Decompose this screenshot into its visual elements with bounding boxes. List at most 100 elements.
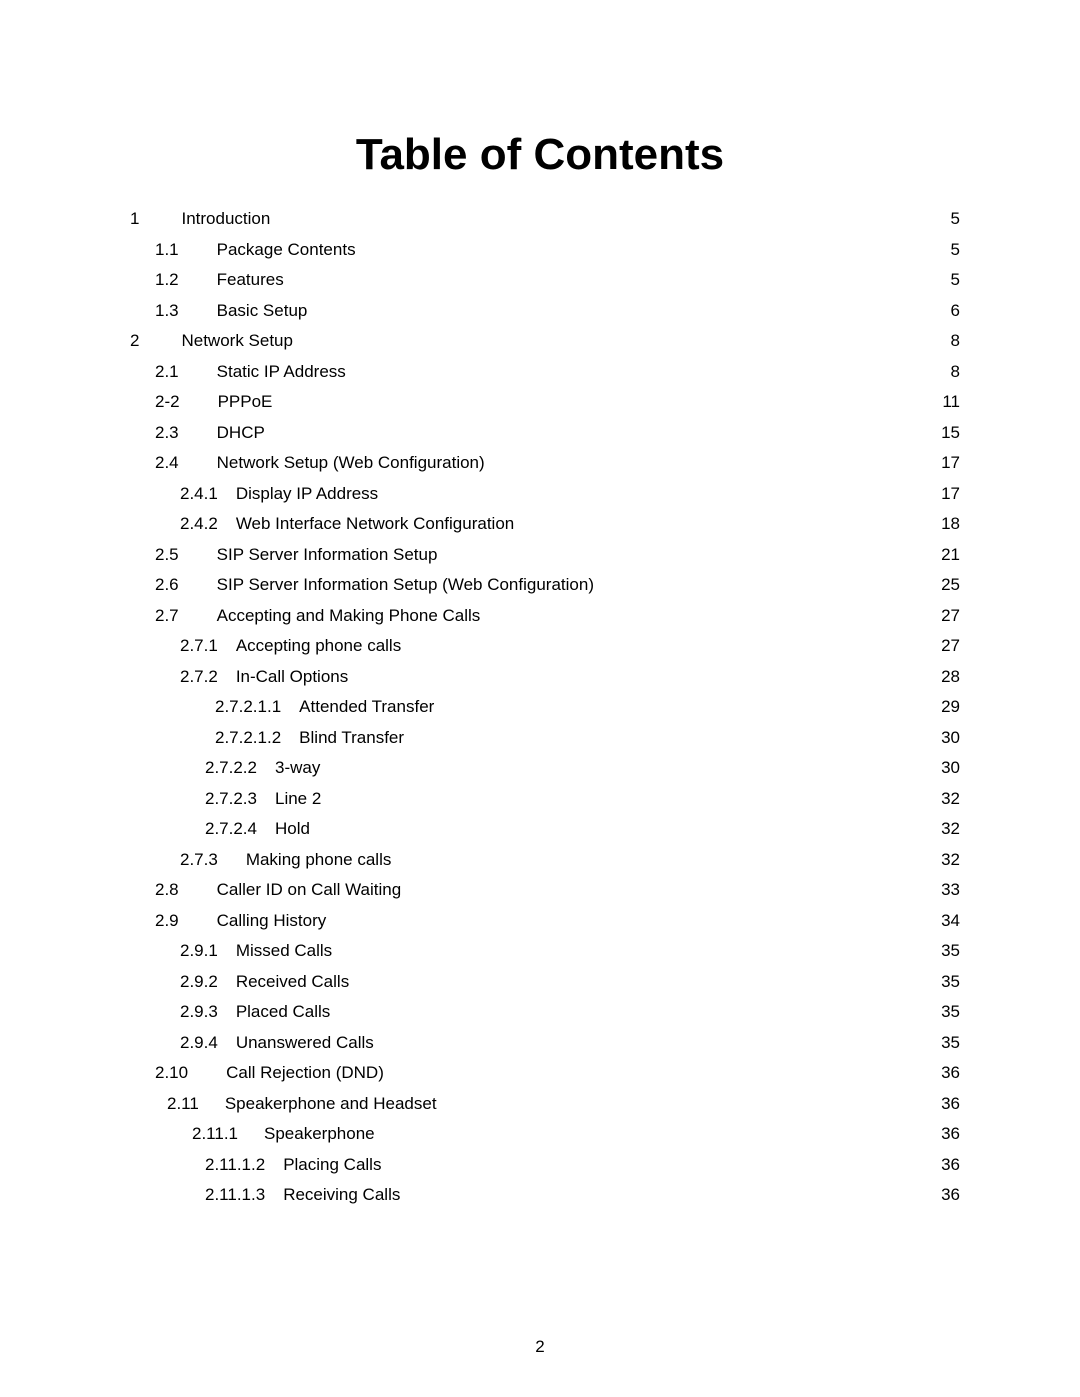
toc-entry-label: PPPoE <box>218 393 273 410</box>
toc-entry-label: Placing Calls <box>283 1156 381 1173</box>
toc-entry-label: Attended Transfer <box>299 698 434 715</box>
toc-entry: 2.11.1.2Placing Calls 36 <box>120 1156 960 1173</box>
toc-entry-number: 2.11.1.2 <box>205 1156 283 1173</box>
toc-entry-page: 5 <box>936 210 960 227</box>
toc-entry-page: 35 <box>936 1003 960 1020</box>
toc-entry-number: 2.9 <box>155 912 217 929</box>
toc-entry-number: 2.5 <box>155 546 217 563</box>
toc-entry: 2.9.1Missed Calls35 <box>120 942 960 959</box>
toc-entry-number: 2.9.3 <box>180 1003 236 1020</box>
toc-entry-number: 2.1 <box>155 363 217 380</box>
toc-entry-page: 29 <box>936 698 960 715</box>
toc-entry-label: Unanswered Calls <box>236 1034 374 1051</box>
toc-entry: 1.3Basic Setup 6 <box>120 302 960 319</box>
toc-entry: 2.3DHCP15 <box>120 424 960 441</box>
toc-entry-number: 1.3 <box>155 302 217 319</box>
toc-entry: 2.7.2.3Line 2 32 <box>120 790 960 807</box>
toc-entry-number: 2.6 <box>155 576 217 593</box>
toc-entry-number: 2.7.1 <box>180 637 236 654</box>
toc-entry-number: 2.11.1 <box>192 1125 264 1142</box>
toc-entry: 2.5SIP Server Information Setup 21 <box>120 546 960 563</box>
toc-entry-label: Making phone calls <box>246 851 392 868</box>
toc-entry-page: 25 <box>936 576 960 593</box>
toc-entry-page: 32 <box>936 790 960 807</box>
toc-entry-page: 8 <box>936 332 960 349</box>
toc-entry-page: 21 <box>936 546 960 563</box>
toc-entry-page: 36 <box>936 1186 960 1203</box>
toc-entry-page: 30 <box>936 729 960 746</box>
toc-entry-label: Package Contents <box>217 241 356 258</box>
toc-entry: 2.6SIP Server Information Setup (Web Con… <box>120 576 960 593</box>
toc-entry-page: 35 <box>936 1034 960 1051</box>
toc-entry-label: Placed Calls <box>236 1003 331 1020</box>
toc-entry-page: 36 <box>936 1064 960 1081</box>
toc-entry-label: Basic Setup <box>217 302 308 319</box>
toc-entry-number: 2.4.1 <box>180 485 236 502</box>
toc-entry: 2.7.2.4Hold32 <box>120 820 960 837</box>
toc-entry-label: Hold <box>275 820 310 837</box>
toc-entry-number: 2.7.2.3 <box>205 790 275 807</box>
page-number: 2 <box>0 1337 1080 1357</box>
toc-entry-page: 28 <box>936 668 960 685</box>
toc-entry-page: 36 <box>936 1125 960 1142</box>
toc-entry: 2.9.2Received Calls35 <box>120 973 960 990</box>
toc-entry: 2.9.3Placed Calls 35 <box>120 1003 960 1020</box>
toc-entry-label: SIP Server Information Setup (Web Config… <box>217 576 594 593</box>
toc-entry: 2.1Static IP Address8 <box>120 363 960 380</box>
toc-entry-number: 1 <box>130 210 181 227</box>
document-page: Table of Contents 1Introduction51.1Packa… <box>0 0 1080 1397</box>
toc-entry-number: 2.7.2 <box>180 668 236 685</box>
toc-entry: 2Network Setup8 <box>120 332 960 349</box>
toc-entry-label: 3-way <box>275 759 320 776</box>
toc-entry-label: Line 2 <box>275 790 321 807</box>
toc-entry: 2.7.2.1.2Blind Transfer 30 <box>120 729 960 746</box>
toc-entry-label: Caller ID on Call Waiting <box>217 881 402 898</box>
toc-entry-number: 2.9.4 <box>180 1034 236 1051</box>
toc-entry-number: 1.1 <box>155 241 217 258</box>
toc-entry-label: Speakerphone <box>264 1125 375 1142</box>
toc-entry-number: 2-2 <box>155 393 218 410</box>
toc-entry-label: Features <box>217 271 284 288</box>
toc-entry-page: 30 <box>936 759 960 776</box>
toc-entry-label: Speakerphone and Headset <box>225 1095 437 1112</box>
toc-entry-number: 2.4.2 <box>180 515 236 532</box>
toc-entry-page: 5 <box>936 241 960 258</box>
toc-entry-page: 36 <box>936 1095 960 1112</box>
toc-entry-label: Accepting and Making Phone Calls <box>217 607 481 624</box>
toc-entry-page: 36 <box>936 1156 960 1173</box>
toc-entry: 1.2Features5 <box>120 271 960 288</box>
toc-entry: 2.7.2.1.1Attended Transfer29 <box>120 698 960 715</box>
toc-entry-page: 35 <box>936 942 960 959</box>
toc-entry-number: 2.9.1 <box>180 942 236 959</box>
toc-entry: 2.7.3Making phone calls32 <box>120 851 960 868</box>
toc-entry-label: Blind Transfer <box>299 729 404 746</box>
toc-entry-label: Network Setup <box>181 332 293 349</box>
toc-entry: 2.4.1Display IP Address17 <box>120 485 960 502</box>
toc-entry-page: 33 <box>936 881 960 898</box>
table-of-contents: 1Introduction51.1Package Contents51.2Fea… <box>120 210 960 1203</box>
toc-entry: 2-2PPPoE11 <box>120 393 960 410</box>
toc-entry-label: Receiving Calls <box>283 1186 400 1203</box>
toc-entry-number: 2.7.2.4 <box>205 820 275 837</box>
toc-entry: 2.8Caller ID on Call Waiting33 <box>120 881 960 898</box>
toc-entry: 2.7.2In-Call Options 28 <box>120 668 960 685</box>
toc-entry-label: DHCP <box>217 424 265 441</box>
toc-entry-label: Accepting phone calls <box>236 637 401 654</box>
toc-entry: 2.7.2.23-way 30 <box>120 759 960 776</box>
toc-entry: 2.9Calling History34 <box>120 912 960 929</box>
toc-entry-label: SIP Server Information Setup <box>217 546 438 563</box>
toc-entry-page: 5 <box>936 271 960 288</box>
toc-entry-number: 2.7.2.2 <box>205 759 275 776</box>
toc-entry-label: Call Rejection (DND) <box>226 1064 384 1081</box>
toc-entry-page: 6 <box>936 302 960 319</box>
toc-entry-page: 34 <box>936 912 960 929</box>
toc-entry-page: 8 <box>936 363 960 380</box>
toc-entry-label: Introduction <box>181 210 270 227</box>
toc-entry-number: 2.11.1.3 <box>205 1186 283 1203</box>
toc-entry-number: 2.4 <box>155 454 217 471</box>
toc-entry: 2.7Accepting and Making Phone Calls27 <box>120 607 960 624</box>
toc-entry-page: 17 <box>936 485 960 502</box>
toc-entry-page: 27 <box>936 637 960 654</box>
toc-entry-number: 2.7.2.1.2 <box>215 729 299 746</box>
toc-entry-label: In-Call Options <box>236 668 348 685</box>
